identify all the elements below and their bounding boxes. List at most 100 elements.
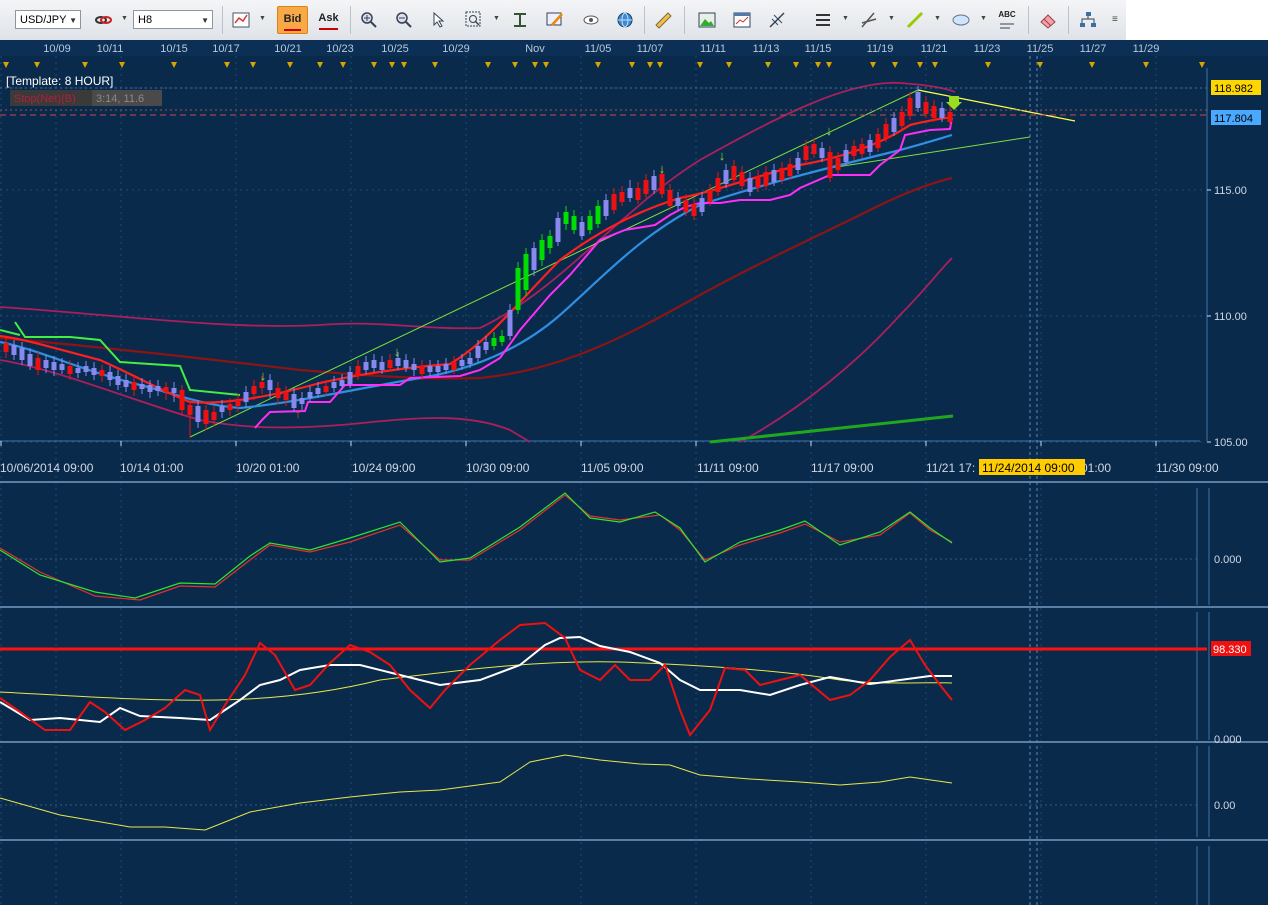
link-button[interactable] xyxy=(90,6,116,34)
event-marker-icon[interactable] xyxy=(892,62,898,68)
candle-body xyxy=(611,194,617,210)
trendline-button[interactable] xyxy=(902,6,928,34)
candle-body xyxy=(283,392,289,400)
zoom-out-button[interactable] xyxy=(391,6,417,34)
event-marker-icon[interactable] xyxy=(82,62,88,68)
symbol-select[interactable]: USD/JPY ▼ xyxy=(15,10,81,29)
chart-area[interactable]: ↓ ↓ ↓ ↓ ↓ ↑ 10/09 10/11 10/15 10/17 10/21 10/… xyxy=(0,40,1268,905)
refresh-button[interactable] xyxy=(578,6,604,34)
zoom-in-button[interactable] xyxy=(356,6,382,34)
event-marker-icon[interactable] xyxy=(793,62,799,68)
globe-icon xyxy=(617,12,633,28)
top-date-ruler: 10/09 10/11 10/15 10/17 10/21 10/23 10/25 10/29… xyxy=(43,43,1159,55)
text-button[interactable]: ABC xyxy=(994,6,1020,34)
event-marker-icon[interactable] xyxy=(647,62,653,68)
event-marker-icon[interactable] xyxy=(3,62,9,68)
event-marker-icon[interactable] xyxy=(389,62,395,68)
event-marker-icon[interactable] xyxy=(629,62,635,68)
event-marker-icon[interactable] xyxy=(250,62,256,68)
edit-chart-button[interactable] xyxy=(542,6,568,34)
candle-body xyxy=(35,358,41,370)
ask-button[interactable]: Ask xyxy=(313,6,344,34)
event-marker-icon[interactable] xyxy=(932,62,938,68)
chevron-down-icon[interactable]: ▼ xyxy=(980,15,987,22)
event-marker-icon[interactable] xyxy=(34,62,40,68)
event-marker-icon[interactable] xyxy=(340,62,346,68)
event-marker-icon[interactable] xyxy=(726,62,732,68)
eraser-icon xyxy=(1040,14,1056,29)
cursor-button[interactable] xyxy=(426,6,452,34)
down-arrow-icon: ↓ xyxy=(394,344,401,359)
text-tool-icon xyxy=(1000,23,1014,29)
chevron-down-icon[interactable]: ▼ xyxy=(259,15,266,22)
timeframe-select[interactable]: H8 ▼ xyxy=(133,10,213,29)
event-marker-icon[interactable] xyxy=(224,62,230,68)
ellipse-button[interactable] xyxy=(948,6,974,34)
bottom-date-label: 11/30 09:00 xyxy=(1156,461,1219,475)
bollinger-bands xyxy=(0,81,956,443)
event-marker-icon[interactable] xyxy=(512,62,518,68)
candle-body xyxy=(811,144,817,154)
candle-body xyxy=(51,362,57,370)
print-button[interactable] xyxy=(729,6,755,34)
candle-body xyxy=(155,386,161,391)
event-marker-icon[interactable] xyxy=(917,62,923,68)
channel-button[interactable] xyxy=(856,6,882,34)
candle-body xyxy=(419,366,425,374)
candle-body xyxy=(747,178,753,192)
event-marker-icon[interactable] xyxy=(485,62,491,68)
overflow-icon[interactable]: ≡ xyxy=(1112,14,1118,25)
event-marker-icon[interactable] xyxy=(1199,62,1205,68)
chevron-down-icon[interactable]: ▼ xyxy=(934,15,941,22)
candle-body xyxy=(299,398,305,404)
event-marker-icon[interactable] xyxy=(985,62,991,68)
event-marker-icon[interactable] xyxy=(532,62,538,68)
candle-body xyxy=(3,343,9,352)
top-date-label: 11/29 xyxy=(1133,43,1160,55)
event-marker-icon[interactable] xyxy=(287,62,293,68)
candle-body xyxy=(659,174,665,194)
chevron-down-icon[interactable]: ▼ xyxy=(493,15,500,22)
candle-body xyxy=(563,212,569,224)
down-arrow-icon: ↓ xyxy=(659,161,666,176)
event-marker-icon[interactable] xyxy=(371,62,377,68)
hierarchy-button[interactable] xyxy=(1075,6,1101,34)
event-marker-icon[interactable] xyxy=(119,62,125,68)
event-marker-icon[interactable] xyxy=(171,62,177,68)
event-marker-icon[interactable] xyxy=(432,62,438,68)
candle-body xyxy=(355,366,361,376)
trend-lines xyxy=(0,87,1207,438)
ruler-button[interactable] xyxy=(650,6,676,34)
event-marker-icon[interactable] xyxy=(543,62,549,68)
event-marker-icon[interactable] xyxy=(697,62,703,68)
lines-button[interactable] xyxy=(810,6,836,34)
event-marker-icon[interactable] xyxy=(815,62,821,68)
fibonacci-button[interactable] xyxy=(764,6,790,34)
event-marker-icon[interactable] xyxy=(401,62,407,68)
candle-body xyxy=(451,362,457,370)
candle-body xyxy=(331,382,337,388)
event-marker-icon[interactable] xyxy=(870,62,876,68)
event-marker-icon[interactable] xyxy=(1089,62,1095,68)
chart-type-button[interactable] xyxy=(228,6,254,34)
chevron-down-icon[interactable]: ▼ xyxy=(842,15,849,22)
bottom-date-axis: 10/06/2014 09:00 10/14 01:00 10/20 01:00 10… xyxy=(0,441,1219,475)
event-marker-icon[interactable] xyxy=(826,62,832,68)
event-marker-icon[interactable] xyxy=(765,62,771,68)
event-marker-icon[interactable] xyxy=(595,62,601,68)
chevron-down-icon[interactable]: ▼ xyxy=(121,15,128,22)
top-date-label: 11/07 xyxy=(637,43,664,55)
event-marker-icon[interactable] xyxy=(317,62,323,68)
globe-button[interactable] xyxy=(612,6,638,34)
event-marker-icon[interactable] xyxy=(1037,62,1043,68)
toolbar-divider xyxy=(644,6,645,34)
crosshair-button[interactable] xyxy=(507,6,533,34)
zoom-area-button[interactable] xyxy=(461,6,487,34)
candle-body xyxy=(627,188,633,198)
event-marker-icon[interactable] xyxy=(657,62,663,68)
bid-button[interactable]: Bid xyxy=(277,6,308,34)
event-marker-icon[interactable] xyxy=(1143,62,1149,68)
eraser-button[interactable] xyxy=(1035,6,1061,34)
chevron-down-icon[interactable]: ▼ xyxy=(888,15,895,22)
image-button[interactable] xyxy=(694,6,720,34)
